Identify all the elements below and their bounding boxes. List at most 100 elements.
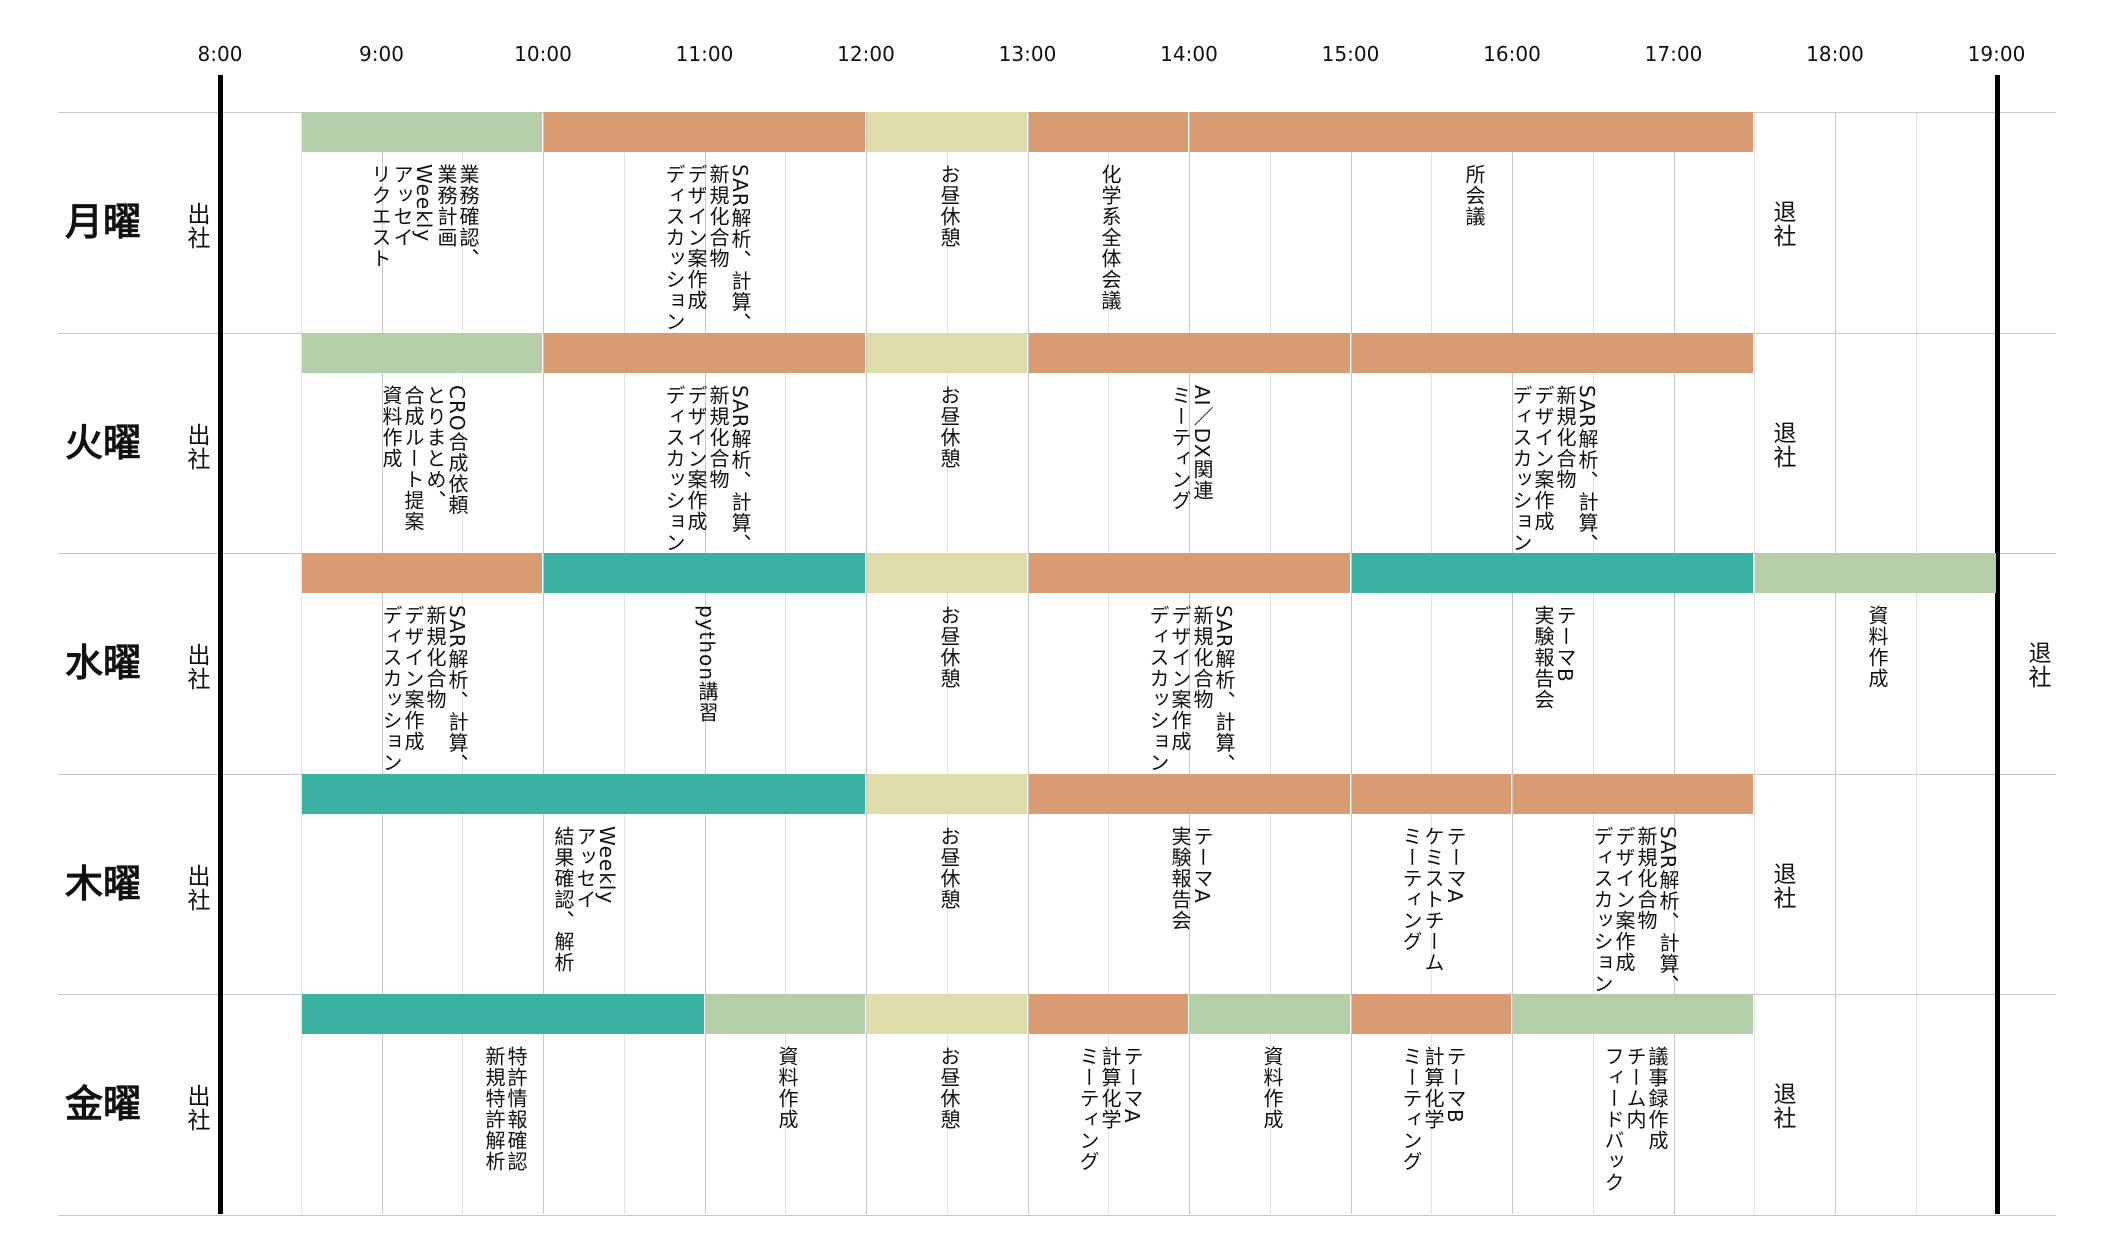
schedule-block-meeting[interactable] <box>1028 994 1188 1034</box>
grid-hline <box>58 1215 2056 1216</box>
schedule-block-desk[interactable] <box>705 994 865 1034</box>
grid-vline <box>1108 112 1109 1214</box>
block-text: テーマA ケミストチーム ミーティング <box>1399 825 1467 973</box>
block-text: 議事録作成 チーム内 フィードバック <box>1601 1046 1669 1193</box>
block-text: 業務確認、 業務計画 Weekly アッセイ リクエスト <box>368 164 480 269</box>
hour-label: 10:00 <box>514 42 572 66</box>
block-text: お昼休憩 <box>937 384 961 469</box>
schedule-block-lunch[interactable] <box>867 773 1027 814</box>
grid-vline <box>1351 112 1352 1214</box>
schedule-block-lunch[interactable] <box>867 553 1027 593</box>
block-text: CRO合成依頼 とりまとめ、 合成ルート提案 資料作成 <box>379 384 469 532</box>
grid-vline <box>705 112 706 1214</box>
schedule-block-meeting[interactable] <box>1028 332 1350 373</box>
hour-label: 17:00 <box>1644 42 1703 66</box>
schedule-block-desk[interactable] <box>1190 994 1350 1034</box>
day-label-wed: 水曜 <box>64 641 141 685</box>
block-text: SAR解析、計算、 新規化合物 デザイン案作成 ディスカッション <box>662 164 752 334</box>
clock-out-label: 退社 <box>1769 420 1795 469</box>
block-text: お昼休憩 <box>937 605 961 689</box>
block-text: python講習 <box>695 605 719 723</box>
clock-out-label: 退社 <box>2024 641 2050 689</box>
grid-vline <box>1754 112 1755 1214</box>
grid-vline <box>301 112 302 1214</box>
hour-label: 16:00 <box>1483 42 1541 66</box>
grid-vline <box>1431 112 1432 1214</box>
block-text: テーマB 実験報告会 <box>1531 605 1577 710</box>
grid-vline <box>1593 112 1594 1214</box>
schedule-block-meeting[interactable] <box>1351 332 1754 373</box>
block-text: SAR解析、計算、 新規化合物 デザイン案作成 ディスカッション <box>1590 825 1680 996</box>
schedule-block-training[interactable] <box>544 553 865 593</box>
block-text: 資料作成 <box>1865 605 1889 689</box>
grid-vline <box>1835 112 1836 1214</box>
schedule-block-lunch[interactable] <box>867 112 1027 152</box>
schedule-block-training[interactable] <box>301 994 704 1034</box>
grid-vline <box>785 112 786 1214</box>
schedule-block-meeting[interactable] <box>1351 994 1511 1034</box>
schedule-block-meeting[interactable] <box>1028 112 1188 152</box>
axis-line <box>218 75 223 1214</box>
clock-in-label: 出社 <box>183 202 209 250</box>
hour-label: 18:00 <box>1806 42 1864 66</box>
block-text: テーマA 計算化学 ミーティング <box>1076 1046 1144 1172</box>
block-text: SAR解析、計算、 新規化合物 デザイン案作成 ディスカッション <box>662 384 752 555</box>
hour-label: 19:00 <box>1967 42 2026 66</box>
block-text: SAR解析、計算、 新規化合物 デザイン案作成 ディスカッション <box>1146 605 1236 775</box>
schedule-block-training[interactable] <box>301 773 865 814</box>
hour-label: 14:00 <box>1160 42 1218 66</box>
day-label-fri: 金曜 <box>64 1082 141 1126</box>
schedule-block-meeting[interactable] <box>544 112 865 152</box>
hour-label: 15:00 <box>1321 42 1380 66</box>
schedule-block-desk[interactable] <box>301 112 542 152</box>
block-text: お昼休憩 <box>937 825 961 910</box>
axis-line <box>1994 75 2000 1214</box>
block-text: 資料作成 <box>775 1046 799 1130</box>
block-text: 特許情報確認 新規特許解析 <box>482 1046 528 1172</box>
block-text: SAR解析、計算、 新規化合物 デザイン案作成 ディスカッション <box>1509 384 1599 555</box>
grid-vline <box>1674 112 1675 1214</box>
grid-vline <box>462 112 463 1214</box>
clock-in-label: 出社 <box>183 643 209 691</box>
schedule-block-desk[interactable] <box>301 332 542 373</box>
clock-out-label: 退社 <box>1769 861 1795 910</box>
schedule-block-meeting[interactable] <box>1513 773 1754 814</box>
clock-in-label: 出社 <box>183 1084 209 1132</box>
schedule-block-lunch[interactable] <box>867 332 1027 373</box>
block-text: SAR解析、計算、 新規化合物 デザイン案作成 ディスカッション <box>379 605 469 775</box>
schedule-block-desk[interactable] <box>1755 553 1996 593</box>
grid-vline <box>947 112 948 1214</box>
block-text: お昼休憩 <box>937 164 961 248</box>
block-text: 化学系全体会議 <box>1098 164 1122 311</box>
block-text: お昼休憩 <box>937 1046 961 1130</box>
block-text: 所会議 <box>1462 164 1486 227</box>
grid-vline <box>1189 112 1190 1214</box>
block-text: テーマB 計算化学 ミーティング <box>1399 1046 1467 1172</box>
day-label-mon: 月曜 <box>64 200 141 244</box>
grid-vline <box>624 112 625 1214</box>
schedule-block-desk[interactable] <box>1513 994 1754 1034</box>
hour-label: 12:00 <box>837 42 895 66</box>
block-text: AI／DX関連 ミーティング <box>1168 384 1214 511</box>
hour-label: 9:00 <box>359 42 404 66</box>
clock-in-label: 出社 <box>183 863 209 912</box>
schedule-block-training[interactable] <box>1351 553 1754 593</box>
schedule-block-meeting[interactable] <box>1028 553 1350 593</box>
hour-label: 11:00 <box>675 42 734 66</box>
hour-label: 13:00 <box>998 42 1057 66</box>
clock-in-label: 出社 <box>183 422 209 471</box>
day-label-thu: 木曜 <box>64 861 141 906</box>
grid-vline <box>1270 112 1271 1214</box>
schedule-block-meeting[interactable] <box>1351 773 1511 814</box>
schedule-block-meeting[interactable] <box>544 332 865 373</box>
block-text: テーマA 実験報告会 <box>1168 825 1214 931</box>
block-text: Weekly アッセイ 結果確認、解析 <box>551 825 619 973</box>
schedule-block-lunch[interactable] <box>867 994 1027 1034</box>
schedule-block-meeting[interactable] <box>1190 112 1754 152</box>
schedule-block-meeting[interactable] <box>301 553 542 593</box>
block-text: 資料作成 <box>1260 1046 1284 1130</box>
grid-vline <box>1916 112 1917 1214</box>
hour-label: 8:00 <box>197 42 243 66</box>
schedule-block-meeting[interactable] <box>1028 773 1350 814</box>
